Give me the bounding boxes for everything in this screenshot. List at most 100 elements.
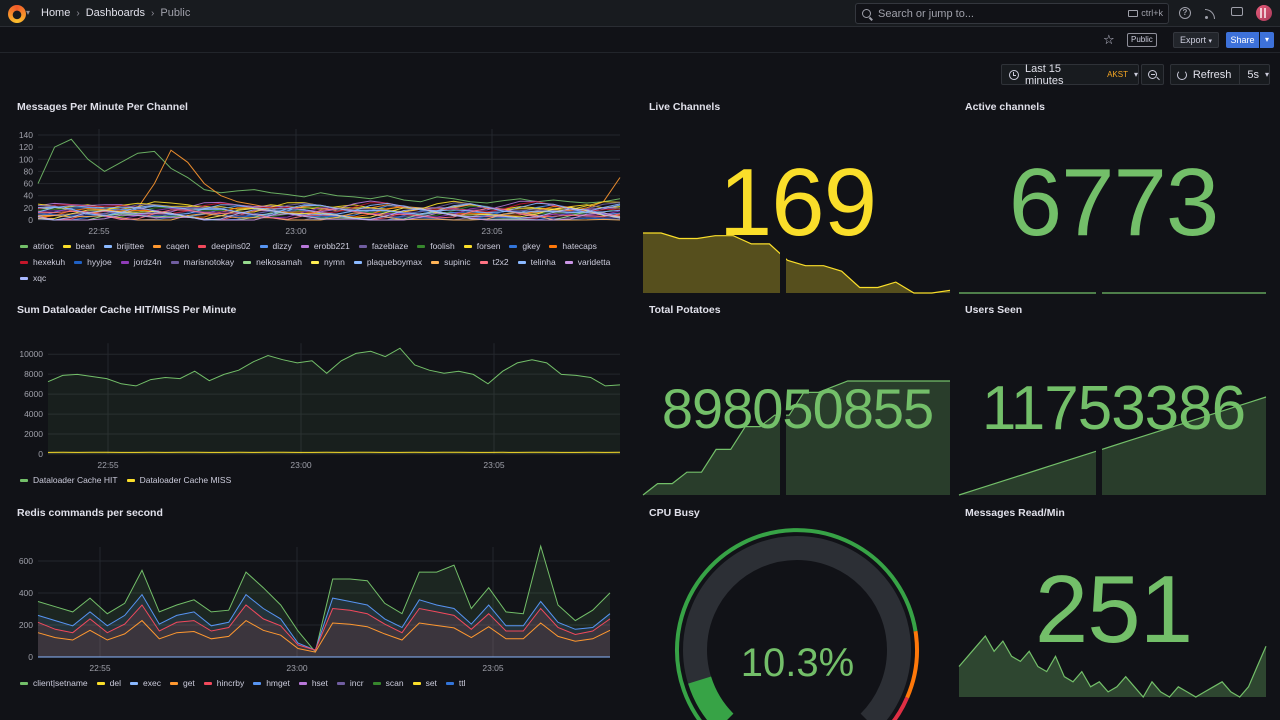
series-area-hmget bbox=[38, 594, 610, 657]
panel-title-dataloader[interactable]: Sum Dataloader Cache HIT/MISS Per Minute bbox=[17, 304, 237, 316]
legend-label: deepins02 bbox=[211, 241, 251, 251]
panel-title-live-channels[interactable]: Live Channels bbox=[649, 101, 721, 113]
legend-item[interactable]: t2x2 bbox=[479, 254, 509, 270]
legend-item[interactable]: jordz4n bbox=[120, 254, 162, 270]
legend-item[interactable]: hatecaps bbox=[549, 238, 597, 254]
legend-swatch bbox=[445, 681, 454, 685]
refresh-button[interactable]: Refresh 5s ▾ bbox=[1170, 64, 1270, 85]
breadcrumb-home[interactable]: Home bbox=[41, 7, 71, 19]
sparkline-line bbox=[958, 396, 1267, 496]
legend-item[interactable]: supinic bbox=[431, 254, 471, 270]
chevron-right-icon: › bbox=[76, 7, 80, 19]
legend-swatch bbox=[311, 260, 320, 264]
legend-label: gkey bbox=[522, 241, 541, 251]
time-range-label: Last 15 minutes bbox=[1024, 62, 1064, 87]
legend-swatch bbox=[412, 681, 421, 685]
star-icon[interactable]: ☆ bbox=[1103, 32, 1115, 47]
legend-item[interactable]: brijittee bbox=[103, 238, 144, 254]
legend-item[interactable]: Dataloader Cache MISS bbox=[126, 472, 232, 488]
legend-swatch bbox=[96, 681, 105, 685]
legend-swatch bbox=[336, 681, 345, 685]
export-label: Export bbox=[1180, 35, 1207, 45]
dataloader-legend: Dataloader Cache HIT Dataloader Cache MIS… bbox=[20, 472, 620, 488]
legend-item[interactable]: get bbox=[169, 675, 195, 691]
panel-title-active-channels[interactable]: Active channels bbox=[965, 101, 1045, 113]
legend-label: client|setname bbox=[33, 678, 88, 688]
user-avatar[interactable] bbox=[1256, 5, 1272, 21]
legend-item[interactable]: telinha bbox=[517, 254, 556, 270]
legend-item[interactable]: hexekuh bbox=[20, 254, 65, 270]
legend-item[interactable]: hincrby bbox=[203, 675, 244, 691]
legend-label: jordz4n bbox=[133, 257, 162, 267]
breadcrumb: Home › Dashboards › Public bbox=[41, 7, 190, 19]
legend-item[interactable]: fazeblaze bbox=[358, 238, 408, 254]
search-bar[interactable]: ctrl+k bbox=[855, 3, 1169, 24]
panel-title-messages-per-minute[interactable]: Messages Per Minute Per Channel bbox=[17, 101, 188, 113]
cpu-busy-value: 10.3% bbox=[740, 641, 855, 685]
legend-swatch bbox=[358, 244, 367, 248]
breadcrumb-dashboards[interactable]: Dashboards bbox=[85, 7, 146, 19]
panel-title-total-potatoes[interactable]: Total Potatoes bbox=[649, 304, 721, 316]
monitor-icon[interactable] bbox=[1231, 7, 1243, 16]
search-input[interactable] bbox=[878, 7, 1118, 20]
series-line-Dataloader Cache HIT bbox=[47, 347, 621, 387]
breadcrumb-current: Public bbox=[160, 7, 191, 19]
legend-item[interactable]: exec bbox=[130, 675, 161, 691]
sparkline-area bbox=[959, 636, 1266, 697]
legend-item[interactable]: bean bbox=[62, 238, 95, 254]
legend-item[interactable]: xqc bbox=[20, 270, 46, 286]
sparkline-gap bbox=[1096, 357, 1102, 497]
legend-item[interactable]: dizzy bbox=[259, 238, 292, 254]
legend-swatch bbox=[103, 244, 112, 248]
legend-item[interactable]: foolish bbox=[417, 238, 455, 254]
legend-item[interactable]: incr bbox=[336, 675, 364, 691]
legend-item[interactable]: forsen bbox=[463, 238, 500, 254]
legend-swatch bbox=[20, 276, 28, 280]
legend-label: Dataloader Cache MISS bbox=[139, 475, 232, 485]
share-button[interactable]: Share bbox=[1226, 32, 1259, 48]
legend-item[interactable]: hset bbox=[298, 675, 328, 691]
panel-title-cpu-busy[interactable]: CPU Busy bbox=[649, 507, 700, 519]
time-range-picker[interactable]: Last 15 minutes AKST ▾ bbox=[1001, 62, 1139, 87]
legend-item[interactable]: nymn bbox=[311, 254, 345, 270]
legend-item[interactable]: del bbox=[96, 675, 121, 691]
keyboard-shortcut: ctrl+k bbox=[1128, 8, 1163, 18]
chevron-down-icon: ▾ bbox=[1264, 70, 1269, 79]
legend-label: nymn bbox=[324, 257, 345, 267]
panel-title-messages-read[interactable]: Messages Read/Min bbox=[965, 507, 1065, 519]
legend-item[interactable]: erobb221 bbox=[300, 238, 350, 254]
legend-item[interactable]: nelkosamah bbox=[243, 254, 302, 270]
legend-item[interactable]: caqen bbox=[153, 238, 189, 254]
panel-title-users-seen[interactable]: Users Seen bbox=[965, 304, 1023, 316]
legend-item[interactable]: plaqueboymax bbox=[353, 254, 422, 270]
x-tick-label: 22:55 bbox=[97, 460, 119, 470]
news-feed-icon[interactable] bbox=[1205, 7, 1217, 19]
legend-item[interactable]: client|setname bbox=[20, 675, 88, 691]
legend-item[interactable]: gkey bbox=[509, 238, 540, 254]
legend-item[interactable]: scan bbox=[372, 675, 404, 691]
y-tick-label: 2000 bbox=[24, 429, 43, 439]
legend-item[interactable]: set bbox=[412, 675, 437, 691]
export-button[interactable]: Export ▾ bbox=[1173, 32, 1220, 48]
chevron-down-icon[interactable]: ▾ bbox=[26, 8, 31, 17]
legend-label: t2x2 bbox=[492, 257, 509, 267]
help-icon[interactable]: ? bbox=[1179, 7, 1191, 19]
legend-swatch bbox=[253, 681, 262, 685]
refresh-interval[interactable]: 5s bbox=[1247, 68, 1259, 81]
legend-swatch bbox=[20, 244, 28, 248]
legend-item[interactable]: varidetta bbox=[564, 254, 610, 270]
x-tick-label: 23:00 bbox=[286, 663, 308, 673]
legend-swatch bbox=[298, 681, 307, 685]
grafana-logo-icon[interactable] bbox=[8, 5, 26, 23]
legend-item[interactable]: marisnotokay bbox=[170, 254, 234, 270]
panel-title-redis[interactable]: Redis commands per second bbox=[17, 507, 163, 519]
legend-item[interactable]: hmget bbox=[253, 675, 290, 691]
legend-item[interactable]: deepins02 bbox=[198, 238, 251, 254]
legend-item[interactable]: ttl bbox=[445, 675, 466, 691]
share-options-chevron-icon[interactable]: ▾ bbox=[1260, 32, 1274, 48]
legend-item[interactable]: atrioc bbox=[20, 238, 54, 254]
legend-item[interactable]: hyyjoe bbox=[74, 254, 112, 270]
zoom-out-button[interactable] bbox=[1141, 64, 1164, 85]
legend-item[interactable]: Dataloader Cache HIT bbox=[20, 472, 118, 488]
